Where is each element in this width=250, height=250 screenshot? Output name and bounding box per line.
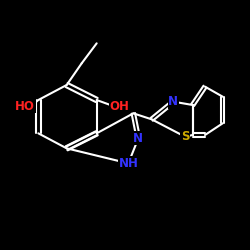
Text: NH: NH (118, 157, 138, 170)
Text: N: N (168, 95, 178, 108)
Text: S: S (181, 130, 189, 143)
Text: N: N (133, 132, 143, 145)
Text: HO: HO (15, 100, 35, 112)
Text: OH: OH (110, 100, 129, 112)
